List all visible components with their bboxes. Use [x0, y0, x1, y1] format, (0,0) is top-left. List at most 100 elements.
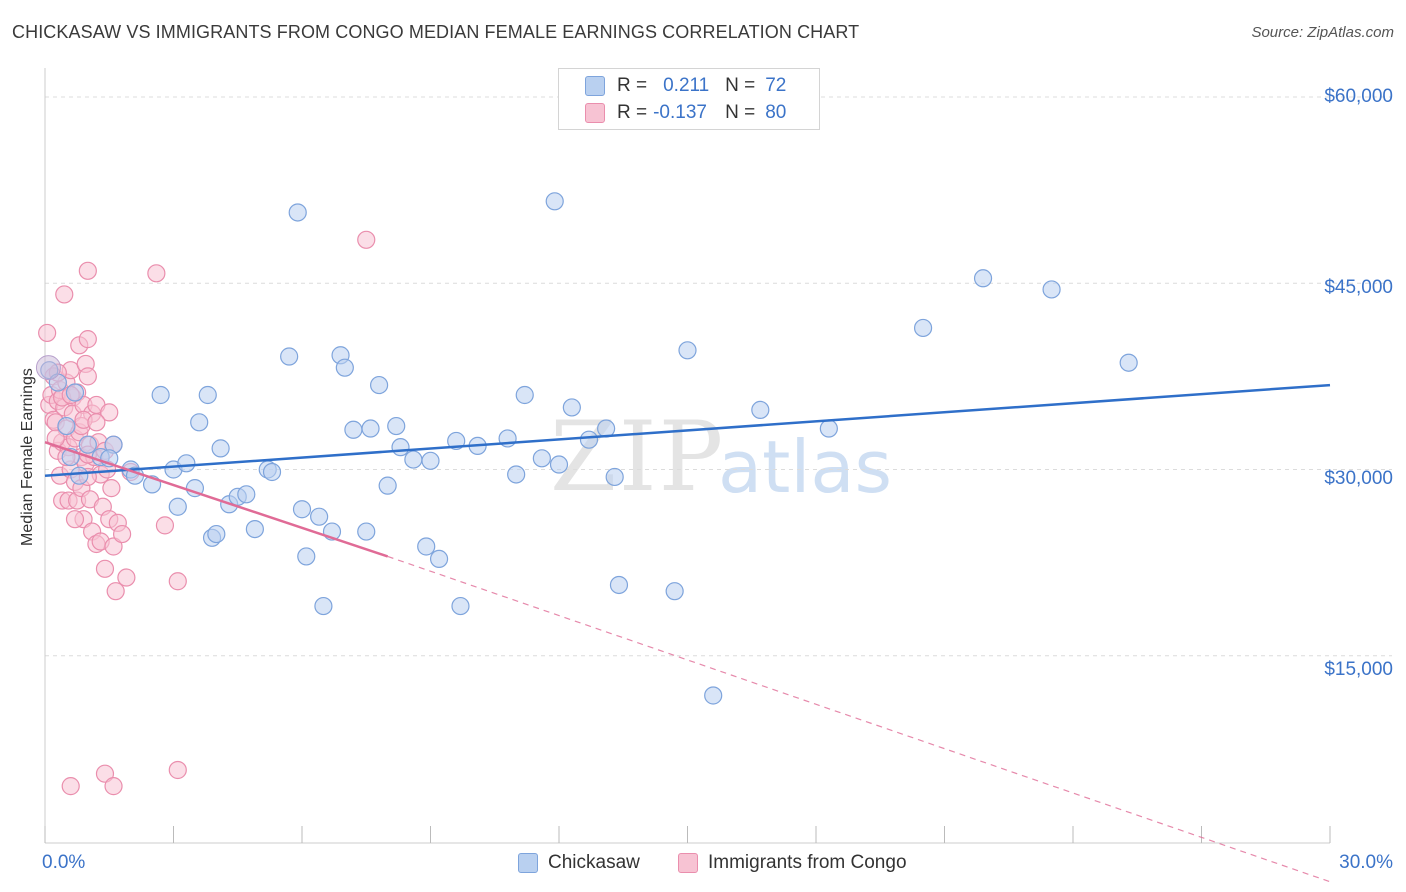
chickasaw-point	[344, 420, 363, 439]
congo-point	[102, 479, 121, 498]
chickasaw-point	[417, 537, 436, 556]
chickasaw-point	[288, 203, 307, 222]
chickasaw-point	[78, 435, 97, 454]
chickasaw-point	[198, 385, 217, 405]
congo-point	[147, 264, 166, 283]
chickasaw-point	[387, 416, 406, 436]
chickasaw-point	[211, 439, 230, 458]
chickasaw-point	[1119, 353, 1138, 372]
legend-item-chickasaw[interactable]: Chickasaw	[518, 852, 640, 874]
chickasaw-point	[357, 522, 376, 541]
chickasaw-point	[370, 375, 389, 395]
chickasaw-point	[190, 413, 209, 432]
chickasaw-point	[545, 192, 564, 211]
chickasaw-point	[404, 450, 423, 469]
chickasaw-point	[751, 400, 770, 419]
congo-point	[117, 568, 136, 587]
chickasaw-point	[515, 385, 534, 405]
chickasaw-point	[391, 438, 410, 457]
overlap-point	[35, 355, 61, 381]
congo-point	[104, 537, 123, 556]
chickasaw-point	[913, 318, 933, 338]
chickasaw-point	[421, 451, 440, 470]
chickasaw-point	[579, 430, 599, 449]
congo-point	[155, 516, 175, 535]
watermark-zip: ZIP	[550, 401, 725, 513]
chickasaw-point	[451, 596, 470, 616]
chickasaw-point	[310, 507, 329, 526]
legend-label: Chickasaw	[548, 852, 640, 873]
r-label: R =	[617, 75, 648, 96]
chickasaw-point	[292, 500, 312, 519]
congo-point	[78, 261, 97, 280]
chickasaw-point	[245, 519, 264, 539]
chickasaw-point	[532, 449, 551, 468]
congo-point	[106, 582, 125, 601]
legend-row-chickasaw: R = 0.211 N = 72	[585, 74, 786, 98]
congo-trendline	[44, 440, 389, 558]
chickasaw-point	[168, 497, 187, 516]
chickasaw-point	[678, 341, 697, 360]
congo-point	[78, 330, 97, 349]
chickasaw-point	[280, 347, 299, 366]
y-tick-15000: $15,000	[1324, 659, 1393, 680]
chickasaw-point	[207, 524, 226, 544]
chickasaw-point	[819, 419, 838, 438]
chickasaw-point	[237, 485, 256, 504]
chickasaw-point	[378, 476, 397, 495]
chickasaw-point	[549, 455, 569, 474]
y-tick-60000: $60,000	[1324, 86, 1393, 107]
congo-point	[65, 510, 85, 529]
r-value: -0.137	[653, 102, 707, 123]
chickasaw-point	[65, 383, 85, 402]
congo-point	[168, 760, 187, 780]
series-legend: Chickasaw Immigrants from Congo	[0, 852, 1406, 878]
chickasaw-point	[507, 465, 526, 484]
legend-label: Immigrants from Congo	[708, 852, 907, 873]
congo-point	[104, 777, 123, 796]
legend-item-congo[interactable]: Immigrants from Congo	[678, 852, 907, 874]
chickasaw-point	[70, 466, 89, 485]
blue-swatch	[518, 853, 538, 873]
r-value: 0.211	[663, 75, 710, 96]
n-label: N =	[725, 102, 756, 123]
n-value: 80	[765, 102, 787, 123]
chickasaw-point	[973, 269, 993, 288]
congo-point	[78, 367, 97, 386]
chickasaw-point	[335, 358, 354, 377]
y-tick-45000: $45,000	[1324, 277, 1393, 298]
n-label: N =	[725, 75, 756, 96]
congo-point	[168, 572, 187, 591]
chickasaw-point	[605, 467, 624, 487]
congo-point	[95, 764, 115, 783]
watermark-atlas: atlas	[718, 425, 892, 509]
congo-point	[61, 777, 80, 796]
congo-point	[38, 323, 57, 343]
chickasaw-point	[177, 454, 196, 473]
chickasaw-point	[609, 575, 629, 595]
chickasaw-point	[314, 596, 333, 616]
x-tick-min: 0.0%	[42, 852, 86, 873]
congo-trendline-extension	[387, 555, 1331, 883]
legend-row-congo: R = -0.137 N = 80	[585, 101, 786, 125]
congo-point	[357, 230, 376, 249]
congo-point	[112, 524, 132, 544]
n-value: 72	[765, 75, 787, 96]
y-axis-label: Median Female Earnings	[19, 368, 36, 546]
congo-point	[100, 403, 119, 422]
chickasaw-point	[262, 462, 282, 482]
pink-swatch	[585, 103, 605, 123]
chickasaw-point	[1042, 280, 1061, 299]
chickasaw-point	[665, 582, 684, 601]
r-label: R =	[617, 102, 648, 123]
y-tick-30000: $30,000	[1324, 468, 1393, 489]
chickasaw-point	[297, 547, 316, 566]
chart-title: CHICKASAW VS IMMIGRANTS FROM CONGO MEDIA…	[12, 22, 860, 42]
chickasaw-point	[57, 416, 76, 436]
congo-point	[55, 285, 74, 304]
chickasaw-point	[361, 419, 380, 438]
chickasaw-trendline	[44, 383, 1331, 477]
chickasaw-point	[151, 385, 170, 405]
pink-swatch	[678, 853, 698, 873]
